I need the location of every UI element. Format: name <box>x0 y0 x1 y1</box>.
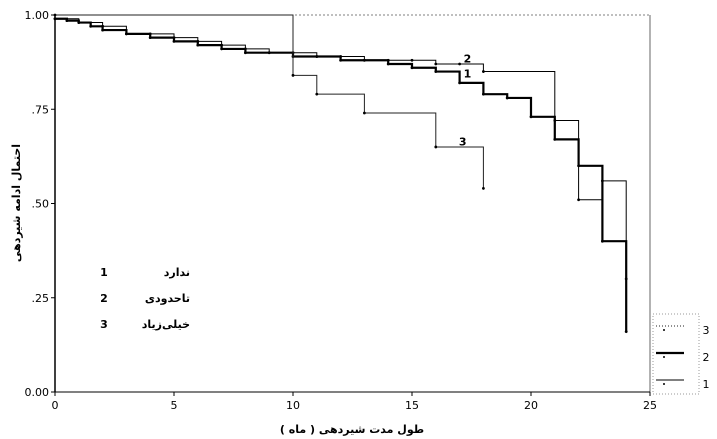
legend-inset: 1 ندارد 2 تاحدودی 3 خیلی‌زیاد <box>100 266 190 331</box>
legend-inset-label: خیلی‌زیاد <box>142 318 190 331</box>
legend-box-marker <box>663 329 665 331</box>
series-1-point <box>386 62 390 66</box>
series-2-point <box>577 198 580 202</box>
series-1-point <box>244 51 247 55</box>
x-tick-label: 5 <box>171 399 178 412</box>
line-end-labels: 2 1 3 <box>459 52 471 148</box>
series-1-point <box>196 43 200 47</box>
series-2-point <box>624 277 628 281</box>
series-2-point <box>363 58 366 62</box>
series-1-point <box>529 115 533 119</box>
legend-box-number: 3 <box>703 324 710 337</box>
y-tick-label: 0.00 <box>25 386 50 399</box>
x-tick-label: 10 <box>286 399 300 412</box>
legend-inset-label: تاحدودی <box>145 292 190 305</box>
series-2-line <box>55 18 627 279</box>
legend-box-marker <box>663 356 665 358</box>
x-tick-labels: 0 5 10 15 20 25 <box>52 392 657 412</box>
series-2-point <box>77 21 81 24</box>
x-tick-label: 15 <box>405 399 419 412</box>
series-1-point <box>458 81 461 85</box>
x-axis-title: طول مدت شیردهی ( ماه ) <box>280 423 424 436</box>
series-1-point <box>434 70 438 73</box>
legend-inset-label: ندارد <box>164 266 190 279</box>
line-label: 3 <box>459 135 467 148</box>
series-3-line <box>55 14 484 189</box>
series-2-point <box>386 58 390 62</box>
series-3-point <box>482 187 485 190</box>
y-tick-label: .75 <box>32 103 50 116</box>
series-2-point <box>244 47 247 51</box>
series-2-point <box>220 43 224 47</box>
x-tick-label: 25 <box>643 399 657 412</box>
series-2-point <box>53 17 57 21</box>
series-1-point <box>601 239 604 243</box>
series-3-point <box>363 111 366 115</box>
y-tick-label: 1.00 <box>25 9 50 22</box>
legend-inset-number: 1 <box>100 266 108 279</box>
line-label: 1 <box>464 67 472 80</box>
series-1-point <box>148 36 152 40</box>
series-1-point <box>65 19 69 23</box>
legend-inset-number: 2 <box>100 292 108 305</box>
series-2-point <box>601 179 604 183</box>
series-2-point <box>196 39 200 43</box>
x-tick-label: 20 <box>524 399 538 412</box>
y-axis-title: احتمال ادامه شیردهی <box>10 144 23 262</box>
series-2-point <box>410 58 414 62</box>
series-3-point <box>434 145 438 149</box>
series-1-point <box>101 28 104 32</box>
y-tick-labels: 0.00 .25 .50 .75 1.00 <box>25 9 55 399</box>
series-1-point <box>482 92 485 96</box>
series-2-point <box>148 32 152 36</box>
series-2-point <box>553 119 557 122</box>
legend-box-number: 2 <box>703 351 710 364</box>
series-3-point <box>53 13 57 17</box>
legend-box: 3 2 1 <box>652 313 710 395</box>
series-1-point <box>553 138 557 141</box>
y-tick-label: .25 <box>32 292 50 305</box>
series-2-point <box>458 62 461 66</box>
series-2-point <box>339 55 342 58</box>
y-tick-label: .50 <box>32 198 50 211</box>
series-1-point <box>505 96 509 100</box>
series-2-point <box>125 32 128 36</box>
series-1-point <box>89 24 93 28</box>
series-3-point <box>315 92 319 96</box>
series-1-point <box>624 330 628 334</box>
legend-inset-number: 3 <box>100 318 108 331</box>
series-lines <box>53 13 628 334</box>
series-1-point <box>220 47 224 51</box>
x-tick-label: 0 <box>52 399 59 412</box>
series-2-point <box>434 62 438 66</box>
series-2-point <box>482 70 485 73</box>
series-2-point <box>101 24 104 28</box>
series-1-point <box>339 58 342 62</box>
series-3-point <box>291 73 295 77</box>
series-2-point <box>315 55 319 58</box>
line-label: 2 <box>464 52 472 65</box>
series-1-point <box>172 39 176 43</box>
legend-box-marker <box>663 383 665 385</box>
series-2-point <box>172 36 176 40</box>
legend-box-number: 1 <box>703 378 710 391</box>
series-2-point <box>267 51 271 55</box>
series-1-line <box>55 17 628 332</box>
series-1-point <box>410 66 414 70</box>
